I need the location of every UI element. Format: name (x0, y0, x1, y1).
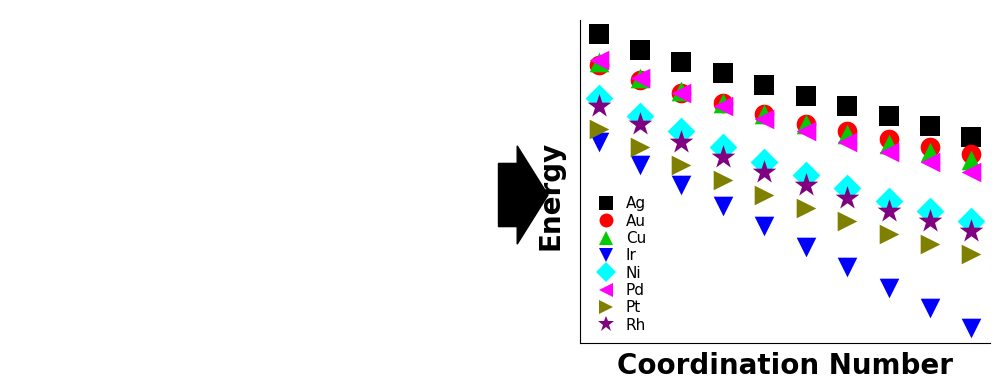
Point (591, 95, 607, 101)
Point (673, 138, 689, 145)
Point (673, 161, 689, 168)
Point (591, 62, 607, 68)
Point (715, 144, 731, 150)
Point (673, 87, 689, 94)
Point (839, 138, 855, 145)
Point (632, 113, 648, 119)
Point (715, 69, 731, 76)
Point (715, 154, 731, 160)
Point (756, 159, 772, 165)
Point (798, 128, 814, 135)
Point (839, 264, 855, 270)
Point (632, 46, 648, 53)
Point (881, 141, 897, 147)
Point (839, 218, 855, 224)
Point (798, 205, 814, 211)
Point (881, 197, 897, 204)
Point (591, 103, 607, 109)
Text: Energy: Energy (536, 140, 564, 250)
Point (839, 103, 855, 109)
Point (963, 151, 979, 158)
Point (632, 74, 648, 81)
Point (756, 223, 772, 229)
Point (963, 133, 979, 140)
Point (922, 149, 938, 155)
Point (839, 128, 855, 135)
Point (922, 159, 938, 165)
Point (632, 77, 648, 83)
Point (963, 169, 979, 176)
Point (715, 100, 731, 106)
Point (963, 251, 979, 257)
Point (963, 156, 979, 163)
Point (673, 90, 689, 96)
Point (922, 123, 938, 129)
Point (591, 31, 607, 37)
Point (715, 177, 731, 183)
Point (632, 161, 648, 168)
Point (881, 136, 897, 142)
Point (839, 184, 855, 191)
FancyArrow shape (499, 146, 548, 244)
Point (839, 131, 855, 137)
Point (922, 241, 938, 247)
Point (632, 121, 648, 127)
Legend: Ag, Au, Cu, Ir, Ni, Pd, Pt, Rh: Ag, Au, Cu, Ir, Ni, Pd, Pt, Rh (588, 193, 649, 335)
Point (881, 149, 897, 155)
Point (798, 172, 814, 178)
Point (715, 202, 731, 209)
Point (632, 74, 648, 81)
Point (922, 305, 938, 311)
Point (756, 115, 772, 122)
Point (756, 169, 772, 176)
Point (756, 82, 772, 89)
Point (591, 126, 607, 132)
Point (591, 59, 607, 66)
Point (881, 113, 897, 119)
Point (673, 59, 689, 66)
Point (839, 195, 855, 201)
Point (881, 284, 897, 291)
Point (591, 138, 607, 145)
X-axis label: Coordination Number: Coordination Number (617, 351, 953, 379)
Point (756, 192, 772, 199)
Point (798, 243, 814, 250)
Point (798, 121, 814, 127)
Point (756, 110, 772, 117)
Point (798, 121, 814, 127)
Point (881, 231, 897, 237)
Point (591, 57, 607, 63)
Point (673, 182, 689, 188)
Point (632, 144, 648, 150)
Point (922, 144, 938, 150)
Point (715, 100, 731, 106)
Point (715, 103, 731, 109)
Point (922, 207, 938, 214)
Point (673, 90, 689, 96)
Point (922, 218, 938, 224)
Point (963, 218, 979, 224)
Point (963, 325, 979, 332)
Point (673, 128, 689, 135)
Point (798, 182, 814, 188)
Point (798, 92, 814, 99)
Point (756, 110, 772, 117)
Point (881, 207, 897, 214)
Point (963, 228, 979, 234)
